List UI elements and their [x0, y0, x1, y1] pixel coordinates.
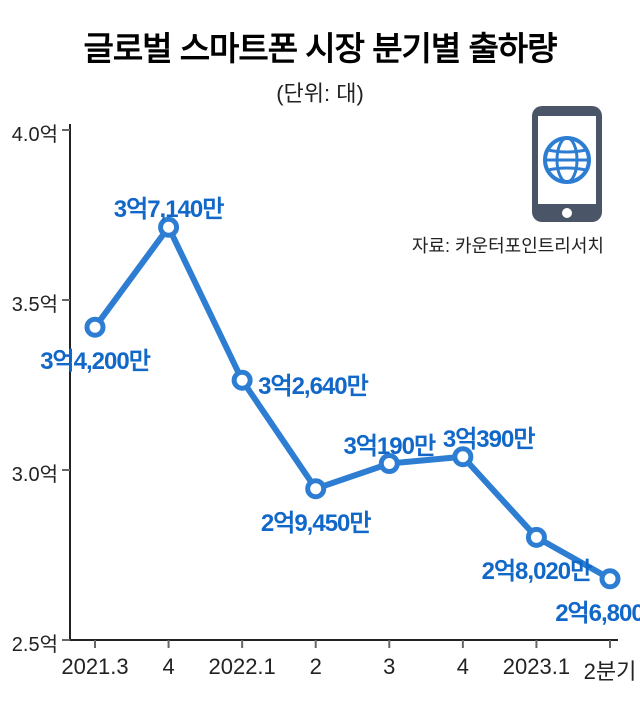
x-tick-label: 2분기 — [570, 654, 640, 686]
smartphone-globe-icon — [528, 104, 606, 224]
y-tick-label: 2.5억 — [12, 628, 58, 657]
y-tick-label: 3.0억 — [12, 458, 58, 487]
data-point-label: 3억7,140만 — [99, 189, 239, 224]
data-point-label: 3억190만 — [319, 426, 459, 461]
data-point-label: 3억2,640만 — [258, 366, 408, 401]
y-tick-label: 3.5억 — [12, 288, 58, 317]
data-point-label: 2억8,020만 — [466, 551, 606, 586]
x-tick-label: 2022.1 — [202, 654, 282, 680]
chart-container: 글로벌 스마트폰 시장 분기별 출하량 (단위: 대) 자료: 카운터포인트리서… — [0, 0, 640, 710]
x-tick-label: 2 — [276, 654, 356, 680]
source-text: 자료: 카운터포인트리서치 — [412, 232, 604, 258]
data-point-label: 2억9,450만 — [246, 503, 386, 538]
data-point-label: 3억4,200만 — [25, 341, 165, 376]
data-point-label: 2억6,800만 — [540, 593, 640, 628]
x-tick-label: 2023.1 — [496, 654, 576, 680]
x-tick-label: 3 — [349, 654, 429, 680]
x-tick-label: 4 — [129, 654, 209, 680]
x-tick-label: 2021.3 — [55, 654, 135, 680]
x-tick-label: 4 — [423, 654, 503, 680]
y-tick-label: 4.0억 — [12, 118, 58, 147]
data-point-label: 3억390만 — [443, 419, 593, 454]
